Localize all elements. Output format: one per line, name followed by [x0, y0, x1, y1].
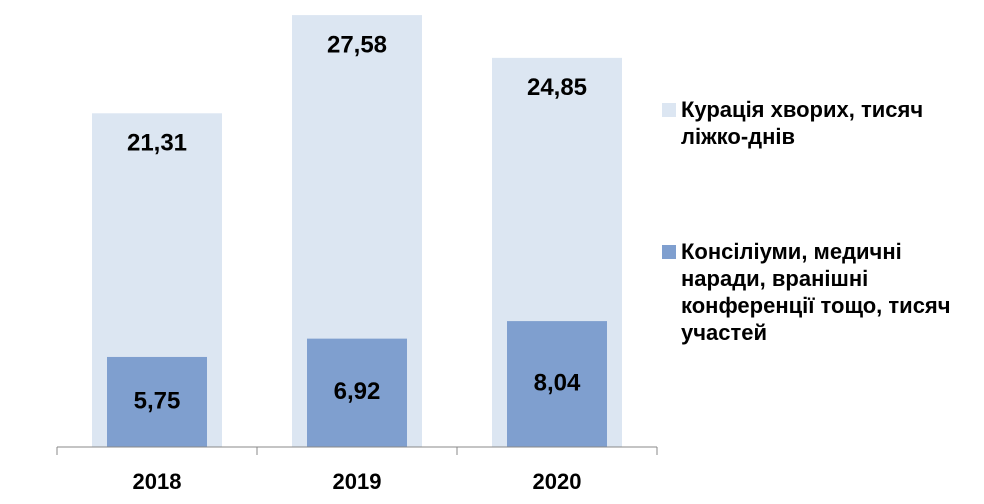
legend-swatch	[662, 245, 676, 259]
data-label: 21,31	[127, 130, 187, 157]
legend-item: Консіліуми, медичні наради, вранішні кон…	[662, 238, 972, 346]
data-label: 8,04	[534, 369, 581, 396]
data-label: 24,85	[527, 74, 587, 101]
bar	[507, 321, 607, 447]
x-tick-label: 2019	[333, 469, 382, 494]
legend-item: Курація хворих, тисяч ліжко-днів	[662, 96, 972, 150]
data-label: 27,58	[327, 31, 387, 58]
x-tick-label: 2020	[533, 469, 582, 494]
legend-label: Курація хворих, тисяч ліжко-днів	[681, 97, 924, 149]
legend-label: Консіліуми, медичні наради, вранішні кон…	[681, 239, 951, 345]
data-label: 5,75	[134, 387, 181, 414]
x-tick-label: 2018	[133, 469, 182, 494]
bar	[107, 356, 207, 447]
data-label: 6,92	[334, 378, 381, 405]
legend-swatch	[662, 103, 676, 117]
bar	[307, 338, 407, 447]
